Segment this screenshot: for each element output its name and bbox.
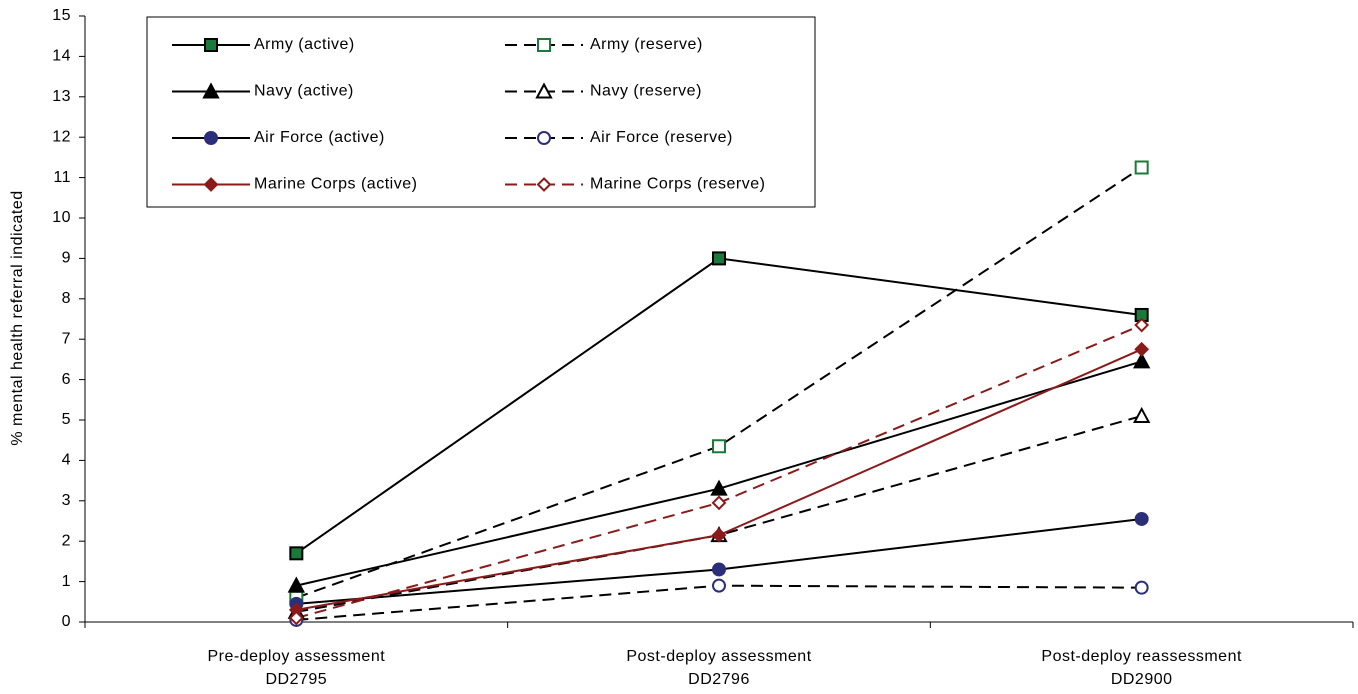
marker xyxy=(203,177,219,192)
y-tick-label: 12 xyxy=(52,128,71,145)
y-tick-label: 5 xyxy=(62,411,71,428)
marker xyxy=(712,439,726,454)
marker xyxy=(289,546,304,561)
y-tick-label: 4 xyxy=(62,452,71,469)
marker xyxy=(1134,580,1149,595)
marker xyxy=(1134,341,1150,357)
marker xyxy=(1132,406,1151,423)
y-tick-label: 0 xyxy=(62,613,71,630)
y-tick-label: 6 xyxy=(62,371,71,388)
marker xyxy=(712,562,726,577)
y-tick-label: 15 xyxy=(52,7,71,24)
y-axis-label: % mental health referral indicated xyxy=(9,190,26,445)
x-tick-label: Pre-deploy assessment xyxy=(207,648,385,665)
y-tick-label: 9 xyxy=(62,250,71,267)
y-tick-label: 2 xyxy=(62,532,71,549)
marker xyxy=(712,578,726,593)
marker xyxy=(711,527,727,543)
legend-label: Navy (reserve) xyxy=(590,83,702,100)
x-tick-label: DD2900 xyxy=(1111,671,1173,688)
legend: Army (active) Army (reserve) Navy (active)… xyxy=(146,16,816,208)
marker xyxy=(536,177,552,192)
legend-label: Marine Corps (reserve) xyxy=(590,176,765,193)
y-tick-label: 13 xyxy=(52,88,71,105)
marker xyxy=(288,610,304,626)
legend-label: Marine Corps (active) xyxy=(254,176,417,193)
x-tick-label: DD2796 xyxy=(688,671,750,688)
y-tick-label: 11 xyxy=(53,169,71,186)
marker xyxy=(537,131,551,145)
marker xyxy=(287,576,306,593)
marker xyxy=(537,38,551,52)
legend-box xyxy=(146,16,816,208)
legend-label: Army (reserve) xyxy=(590,36,703,53)
y-tick-label: 1 xyxy=(62,573,71,590)
marker xyxy=(711,495,727,511)
y-tick-label: 10 xyxy=(52,209,71,226)
x-tick-label: Post-deploy reassessment xyxy=(1041,648,1242,665)
y-tick-label: 8 xyxy=(62,290,71,307)
legend-label: Air Force (reserve) xyxy=(590,129,733,146)
x-tick-label: Post-deploy assessment xyxy=(626,648,811,665)
y-tick-label: 14 xyxy=(52,48,71,65)
marker xyxy=(535,82,553,99)
y-tick-label: 3 xyxy=(62,492,71,509)
marker xyxy=(1132,352,1151,369)
marker xyxy=(204,131,218,145)
legend-label: Army (active) xyxy=(254,36,355,53)
x-tick-label: DD2795 xyxy=(265,671,327,688)
marker xyxy=(202,82,220,99)
marker xyxy=(710,479,728,496)
marker xyxy=(1134,511,1149,526)
marker xyxy=(1134,160,1149,175)
marker xyxy=(1134,317,1150,333)
marker xyxy=(712,251,726,266)
marker xyxy=(204,38,218,52)
y-tick-label: 7 xyxy=(62,330,71,347)
legend-label: Air Force (active) xyxy=(254,129,385,146)
legend-label: Navy (active) xyxy=(254,83,354,100)
